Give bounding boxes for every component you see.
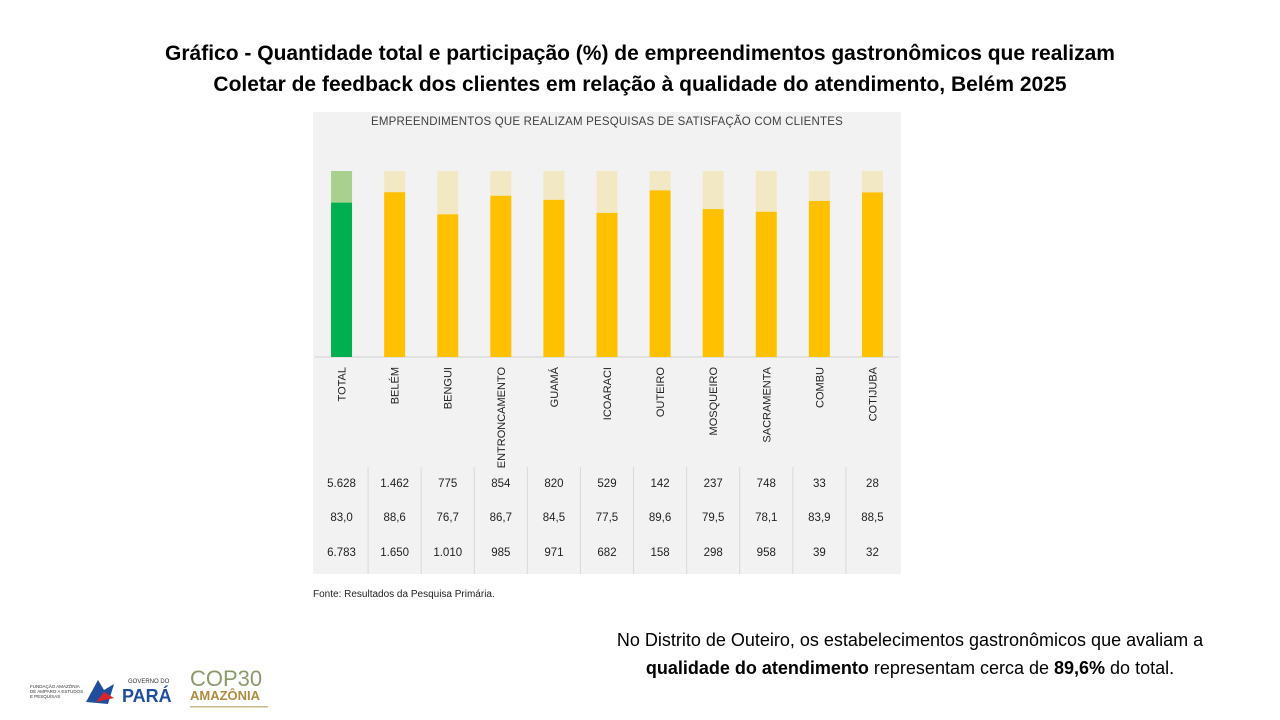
table-cell-r2-c1: 1.650 [380,547,409,559]
para-text: PARÁ [122,685,172,706]
category-label-2: BENGUI [443,367,455,409]
bar-remainder-4 [543,171,565,200]
table-cell-r1-c5: 77,5 [596,512,618,524]
page-title: Gráfico - Quantidade total e participaçã… [0,38,1280,100]
table-cell-r0-c5: 529 [597,478,616,490]
cop30-text: COP30 [190,666,262,691]
note-bold2: 89,6% [1054,658,1106,678]
table-cell-r1-c4: 84,5 [543,512,565,524]
cop30-logo: COP30 AMAZÔNIA [190,666,268,708]
category-label-3: ENTRONCAMENTO [496,367,508,469]
bar-remainder-0 [331,171,353,203]
bar-remainder-10 [861,171,883,193]
table-cell-r0-c9: 33 [813,478,826,490]
table-cell-r1-c10: 88,5 [861,512,883,524]
table-cell-r0-c2: 775 [438,478,457,490]
category-label-10: COTIJUBA [867,366,879,421]
table-cell-r0-c1: 1.462 [380,478,409,490]
category-label-0: TOTAL [337,367,349,401]
table-cell-r1-c2: 76,7 [437,512,459,524]
bar-remainder-8 [755,171,777,212]
bar-remainder-5 [596,171,618,213]
table-cell-r2-c6: 158 [650,547,669,559]
table-cell-r2-c4: 971 [544,547,563,559]
table-cell-r2-c7: 298 [704,547,723,559]
table-cell-r2-c5: 682 [597,547,616,559]
bar-remainder-3 [490,171,512,196]
fapespa-logo-text: FUNDAÇÃO AMAZÔNIA DE AMPARO A ESTUDOS E … [30,684,84,699]
table-cell-r1-c0: 83,0 [330,512,352,524]
bar-6 [649,190,671,357]
bar-2 [437,214,459,357]
table-cell-r0-c8: 748 [757,478,776,490]
bar-remainder-1 [384,171,406,193]
bar-7 [702,209,724,357]
governo-para-logo: GOVERNO DO PARÁ [86,679,172,706]
bar-chart: TOTAL 5.628 83,0 6.783 BELÉM 1.462 88,6 1.650 BE… [315,171,899,574]
note-part1: No Distrito de Outeiro, os estabelecimen… [616,630,1204,650]
bar-8 [755,211,777,357]
chart-title: EMPREENDIMENTOS QUE REALIZAM PESQUISAS D… [370,116,844,128]
table-cell-r2-c10: 32 [866,547,879,559]
bar-remainder-6 [649,171,671,191]
category-label-9: COMBU [814,367,826,408]
highlight-note: No Distrito de Outeiro, os estabelecimen… [560,626,1260,682]
table-cell-r1-c6: 89,6 [649,512,671,524]
table-cell-r0-c0: 5.628 [327,478,356,490]
bar-remainder-2 [437,171,459,215]
note-bold1: qualidade do atendimento [645,658,869,678]
page-title-line2: Coletar de feedback dos clientes em rela… [213,73,1067,96]
category-label-6: OUTEIRO [655,367,667,418]
category-label-1: BELÉM [389,367,402,404]
amazonia-text: AMAZÔNIA [190,688,261,703]
category-label-4: GUAMÁ [548,366,561,407]
table-cell-r0-c3: 854 [491,478,511,490]
category-label-7: MOSQUEIRO [708,367,720,436]
bar-remainder-9 [808,171,830,201]
table-cell-r0-c7: 237 [704,478,723,490]
bar-1 [384,192,406,357]
category-label-5: ICOARACI [602,367,614,420]
table-cell-r2-c9: 39 [813,547,826,559]
bar-4 [543,199,565,357]
source-note: Fonte: Resultados da Pesquisa Primária. [313,589,495,600]
bar-10 [861,192,883,357]
table-cell-r1-c3: 86,7 [490,512,512,524]
table-cell-r2-c0: 6.783 [327,547,356,559]
table-cell-r2-c2: 1.010 [433,547,462,559]
table-cell-r2-c3: 985 [491,547,510,559]
bar-9 [808,200,830,357]
table-cell-r1-c7: 79,5 [702,512,724,524]
bar-remainder-7 [702,171,724,210]
table-cell-r1-c1: 88,6 [383,512,405,524]
page-title-line1: Gráfico - Quantidade total e participaçã… [165,42,1115,65]
category-label-8: SACRAMENTA [761,366,773,442]
table-cell-r0-c6: 142 [650,478,669,490]
governo-do-text: GOVERNO DO [128,679,170,685]
table-cell-r1-c9: 83,9 [808,512,830,524]
table-cell-r0-c10: 28 [866,478,879,490]
chart-area: TOTAL 5.628 83,0 6.783 BELÉM 1.462 88,6 1.650 BE… [313,112,901,574]
note-part3: do total. [1105,658,1175,678]
bar-5 [596,212,618,357]
table-cell-r2-c8: 958 [757,547,776,559]
bar-0 [331,202,353,357]
note-part2: representam cerca de [868,658,1054,678]
fapespa-logo: FUNDAÇÃO AMAZÔNIA DE AMPARO A ESTUDOS E … [30,684,86,699]
table-cell-r1-c8: 78,1 [755,512,777,524]
bar-3 [490,195,512,357]
table-cell-r0-c4: 820 [544,478,563,490]
